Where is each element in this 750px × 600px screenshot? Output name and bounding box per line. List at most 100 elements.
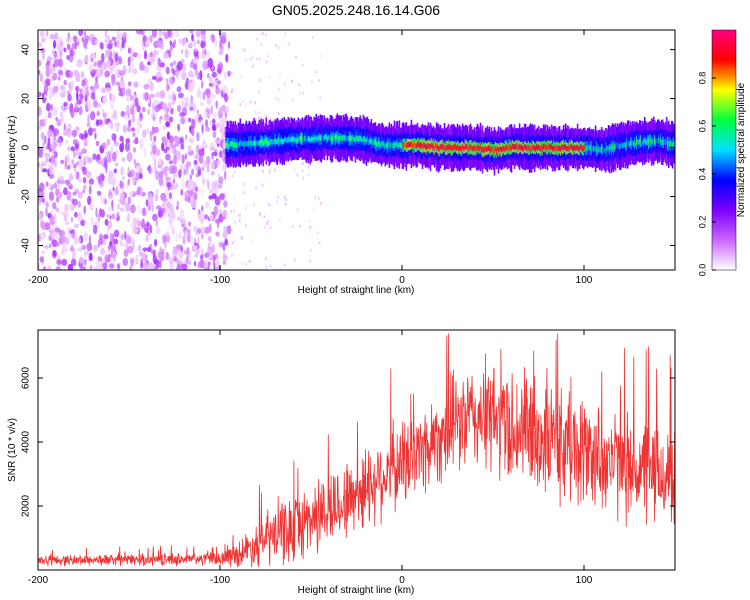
spectrogram-cell bbox=[178, 38, 183, 45]
spectrogram-cell bbox=[468, 144, 471, 151]
spectrogram-cell bbox=[200, 254, 204, 260]
spectrogram-cell bbox=[271, 138, 274, 145]
spectrogram-cell bbox=[63, 79, 67, 86]
spectrogram-cells bbox=[38, 30, 675, 270]
spectrogram-cell bbox=[84, 54, 89, 64]
spectrogram-cell bbox=[65, 220, 70, 226]
spectrogram-cell bbox=[45, 202, 50, 208]
spectrogram-cell bbox=[174, 141, 180, 147]
spectrogram-cell bbox=[108, 253, 112, 258]
spectrogram-cell bbox=[178, 231, 182, 240]
spectrogram-y-tick-label: -40 bbox=[21, 238, 32, 253]
spectrogram-cell bbox=[612, 145, 615, 151]
spectrogram-cell bbox=[68, 82, 72, 90]
spectrogram-cell bbox=[357, 136, 360, 142]
spectrogram-cell bbox=[585, 145, 588, 151]
spectrogram-cell bbox=[520, 145, 523, 151]
spectrogram-cell bbox=[98, 175, 102, 185]
spectrogram-cell bbox=[441, 143, 444, 150]
spectrogram-cell bbox=[653, 137, 656, 144]
spectrogram-cell bbox=[222, 259, 227, 265]
spectrogram-cell bbox=[97, 213, 101, 223]
spectrogram-cell bbox=[116, 203, 121, 211]
spectrogram-cell bbox=[553, 146, 556, 152]
spectrogram-cell bbox=[45, 115, 49, 123]
spectrogram-cell bbox=[50, 209, 53, 216]
spectrogram-cell bbox=[398, 141, 401, 148]
spectrogram-cell bbox=[385, 142, 388, 148]
spectrogram-cell bbox=[256, 37, 258, 41]
spectrogram-cell bbox=[342, 135, 345, 141]
spectrogram-cell bbox=[218, 213, 224, 223]
spectrogram-cell bbox=[340, 135, 343, 141]
spectrogram-cell bbox=[231, 241, 234, 245]
spectrogram-cell bbox=[83, 139, 88, 147]
spectrogram-cell bbox=[604, 147, 607, 154]
spectrogram-cell bbox=[78, 165, 82, 172]
spectrogram-cell bbox=[76, 90, 79, 101]
spectrogram-cell bbox=[154, 193, 159, 202]
spectrogram-cell bbox=[193, 261, 197, 267]
snr-frame bbox=[37, 329, 676, 571]
spectrogram-cell bbox=[308, 135, 311, 142]
spectrogram-cell bbox=[334, 136, 337, 142]
spectrogram-cell bbox=[328, 134, 331, 141]
spectrogram-cell bbox=[45, 67, 51, 78]
spectrogram-cell bbox=[93, 61, 98, 67]
spectrogram-cell bbox=[204, 112, 208, 117]
spectrogram-cell bbox=[320, 202, 322, 205]
spectrogram-cell bbox=[189, 106, 194, 111]
spectrogram-cell bbox=[126, 95, 130, 101]
spectrogram-cell bbox=[258, 57, 261, 61]
spectrogram-cell bbox=[153, 158, 157, 167]
spectrogram-cell bbox=[668, 140, 671, 146]
spectrogram-cell bbox=[308, 173, 310, 177]
spectrogram-cell bbox=[202, 47, 206, 55]
spectrogram-cell bbox=[467, 146, 470, 152]
spectrogram-cell bbox=[88, 127, 93, 136]
spectrogram-cell bbox=[469, 144, 472, 150]
spectrogram-cell bbox=[284, 136, 287, 142]
spectrogram-cell bbox=[256, 139, 259, 145]
spectrogram-cell bbox=[503, 146, 506, 153]
spectrogram-cell bbox=[231, 140, 234, 147]
spectrogram-cell bbox=[569, 144, 572, 150]
spectrogram-cell bbox=[117, 263, 120, 269]
spectrogram-cell bbox=[666, 140, 669, 147]
spectrogram-cell bbox=[644, 139, 647, 145]
spectrogram-x-tick-label: 100 bbox=[576, 275, 593, 286]
spectrogram-cell bbox=[571, 145, 574, 151]
spectrogram-cell bbox=[57, 76, 61, 81]
spectrogram-cell bbox=[57, 43, 62, 53]
spectrogram-cell bbox=[42, 141, 46, 150]
spectrogram-cell bbox=[242, 141, 245, 148]
spectrogram-cell bbox=[125, 88, 132, 97]
spectrogram-cell bbox=[168, 192, 172, 200]
spectrogram-cell bbox=[245, 224, 247, 228]
spectrogram-cell bbox=[100, 247, 106, 256]
spectrogram-cell bbox=[276, 200, 278, 204]
spectrogram-cell bbox=[204, 260, 209, 269]
spectrogram-cell bbox=[200, 41, 206, 49]
spectrogram-cell bbox=[628, 142, 631, 148]
spectrogram-cell bbox=[80, 265, 86, 270]
spectrogram-cell bbox=[471, 146, 474, 152]
spectrogram-cell bbox=[153, 50, 157, 58]
spectrogram-cell bbox=[215, 86, 220, 95]
spectrogram-cell bbox=[153, 259, 158, 265]
spectrogram-cell bbox=[193, 104, 196, 112]
spectrogram-cell bbox=[606, 145, 609, 151]
spectrogram-cell bbox=[275, 139, 278, 145]
spectrogram-cell bbox=[482, 147, 485, 153]
spectrogram-cell bbox=[139, 64, 146, 71]
spectrogram-cell bbox=[181, 154, 185, 165]
spectrogram-cell bbox=[255, 186, 257, 190]
spectrogram-cell bbox=[53, 58, 60, 67]
spectrogram-cell bbox=[375, 141, 378, 147]
spectrogram-cell bbox=[333, 134, 336, 140]
spectrogram-cell bbox=[210, 33, 216, 42]
spectrogram-cell bbox=[242, 190, 244, 194]
spectrogram-cell bbox=[654, 139, 657, 145]
spectrogram-cell bbox=[273, 138, 276, 144]
spectrogram-cell bbox=[477, 145, 480, 151]
